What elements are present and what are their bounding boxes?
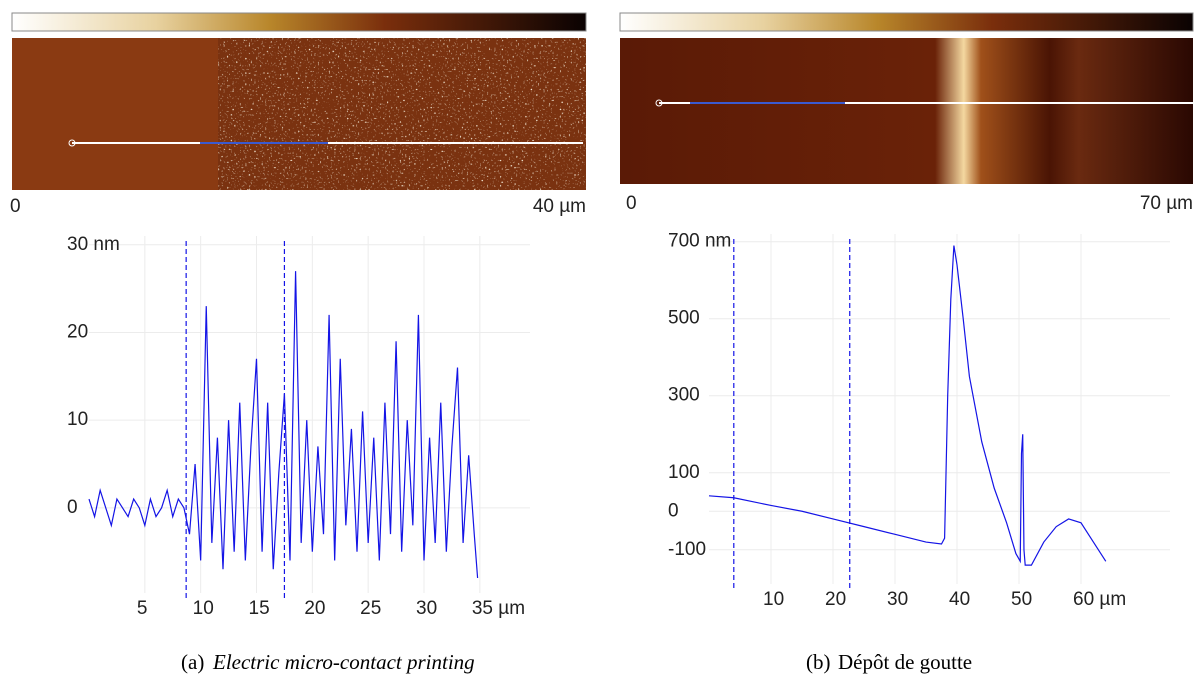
x-tick-label: 20: [304, 598, 325, 619]
x-tick-label: 25: [360, 598, 381, 619]
y-tick-label: 100: [668, 462, 700, 483]
y-tick-label: 10: [67, 409, 88, 430]
profile-start: [68, 139, 76, 147]
x-tick-label: 30: [887, 589, 908, 610]
x-tick-label: 10: [193, 598, 214, 619]
y-tick-label: 0: [668, 500, 679, 521]
y-tick-label: 30 nm: [67, 234, 120, 255]
caption-label: (a): [181, 650, 204, 674]
afm-image: [620, 38, 1193, 184]
x-tick-label: 30: [416, 598, 437, 619]
x-tick-label: 15: [249, 598, 270, 619]
y-tick-label: 500: [668, 308, 700, 329]
x-tick-label: 10: [763, 589, 784, 610]
x-tick-label: 50: [1011, 589, 1032, 610]
profile-line: [708, 245, 1107, 566]
y-tick-label: 700 nm: [668, 231, 731, 252]
color-bar: [11, 12, 587, 32]
x-tick-label: 5: [137, 598, 148, 619]
y-tick-label: 20: [67, 321, 88, 342]
caption-text: Electric micro-contact printing: [212, 650, 475, 674]
profile-line: [88, 271, 479, 579]
y-tick-label: 300: [668, 385, 700, 406]
scale-end: 70 µm: [1140, 193, 1193, 214]
profile-start: [655, 99, 663, 107]
afm-texture: [218, 38, 586, 190]
x-tick-label: 20: [825, 589, 846, 610]
scale-end: 40 µm: [533, 196, 586, 217]
scale-start: 0: [10, 196, 21, 217]
scale-start: 0: [626, 193, 637, 214]
caption-text: Dépôt de goutte: [838, 650, 972, 674]
color-bar: [619, 12, 1194, 32]
y-tick-label: -100: [668, 539, 706, 560]
y-tick-label: 0: [67, 497, 78, 518]
x-tick-label: 40: [949, 589, 970, 610]
x-tick-label: 35 µm: [472, 598, 525, 619]
x-tick-label: 60 µm: [1073, 589, 1126, 610]
caption-label: (b): [806, 650, 831, 674]
